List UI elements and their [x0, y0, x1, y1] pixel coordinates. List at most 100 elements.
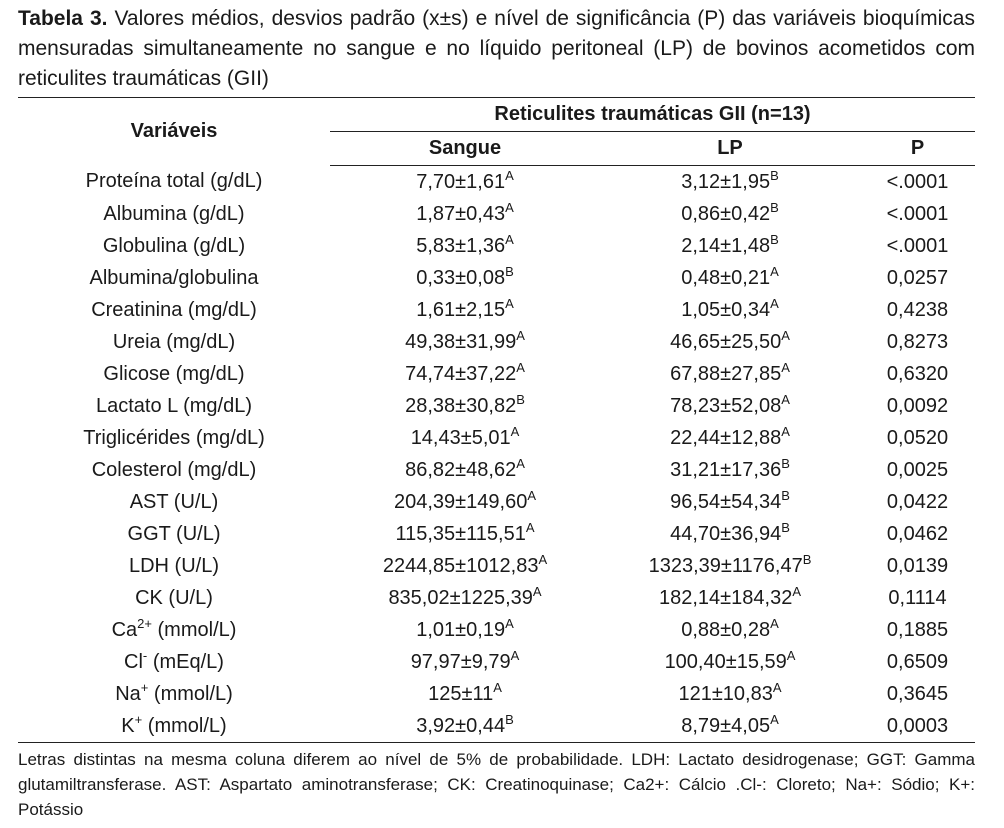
- variable-cell: Albumina/globulina: [18, 262, 330, 294]
- variable-cell: Lactato L (mg/dL): [18, 390, 330, 422]
- sangue-cell: 125±11A: [330, 678, 600, 710]
- row: Na+ (mmol/L) 125±11A 121±10,83A 0,3645: [18, 678, 975, 710]
- sangue-letter: A: [516, 455, 525, 471]
- row: AST (U/L) 204,39±149,60A 96,54±54,34B 0,042…: [18, 486, 975, 518]
- variable-cell: Globulina (g/dL): [18, 230, 330, 262]
- sangue-letter: A: [505, 295, 514, 311]
- sangue-value: 7,70±1,61: [416, 170, 506, 193]
- p-value: 0,8273: [886, 330, 949, 353]
- sangue-cell: 14,43±5,01A: [330, 422, 600, 454]
- lp-cell: 182,14±184,32A: [600, 582, 860, 614]
- lp-letter: A: [770, 263, 779, 279]
- sangue-letter: A: [538, 551, 548, 567]
- row: Proteína total (g/dL) 7,70±1,61A 3,12±1,95…: [18, 166, 975, 199]
- sangue-letter: A: [510, 423, 520, 439]
- variable-cell: Ca2+ (mmol/L): [18, 614, 330, 646]
- p-value: 0,0257: [886, 266, 949, 289]
- row: Colesterol (mg/dL) 86,82±48,62A 31,21±17,3…: [18, 454, 975, 486]
- sangue-value: 5,83±1,36: [416, 234, 506, 257]
- lp-value: 22,44±12,88: [670, 426, 782, 449]
- lp-cell: 121±10,83A: [600, 678, 860, 710]
- p-value: 0,0462: [886, 522, 949, 545]
- variable-superscript: 2+: [137, 615, 152, 631]
- variable: Triglicérides (mg/dL): [83, 426, 265, 449]
- sangue-value: 14,43±5,01: [410, 426, 511, 449]
- variable-unit: (mmol/L): [148, 682, 233, 705]
- header-group: Reticulites traumáticas GII (n=13): [330, 97, 975, 132]
- row: LDH (U/L) 2244,85±1012,83A 1323,39±1176,47…: [18, 550, 975, 582]
- variable-cell: GGT (U/L): [18, 518, 330, 550]
- sangue-value: 2244,85±1012,83: [382, 554, 539, 577]
- lp-cell: 22,44±12,88A: [600, 422, 860, 454]
- sangue-letter: B: [516, 391, 525, 407]
- p-value: 0,0139: [886, 554, 949, 577]
- sangue-cell: 49,38±31,99A: [330, 326, 600, 358]
- p-value: 0,1885: [886, 618, 949, 641]
- row: Ureia (mg/dL) 49,38±31,99A 46,65±25,50A 0,8…: [18, 326, 975, 358]
- lp-value: 121±10,83: [678, 682, 773, 705]
- sangue-cell: 5,83±1,36A: [330, 230, 600, 262]
- variable: Albumina/globulina: [89, 266, 259, 289]
- sangue-letter: A: [505, 199, 514, 215]
- lp-letter: A: [781, 423, 790, 439]
- sangue-cell: 1,61±2,15A: [330, 294, 600, 326]
- caption-text: Valores médios, desvios padrão (x±s) e n…: [18, 7, 975, 90]
- p-value: 0,3645: [886, 682, 949, 705]
- sangue-letter: A: [516, 359, 525, 375]
- sangue-letter: A: [527, 487, 536, 503]
- p-value: 0,6509: [886, 650, 949, 673]
- variable-base: Na: [115, 682, 141, 705]
- row: Creatinina (mg/dL) 1,61±2,15A 1,05±0,34A 0,…: [18, 294, 975, 326]
- variable-cell: Albumina (g/dL): [18, 198, 330, 230]
- sangue-cell: 0,33±0,08B: [330, 262, 600, 294]
- sangue-cell: 1,01±0,19A: [330, 614, 600, 646]
- lp-value: 0,86±0,42: [681, 202, 771, 225]
- variable: Globulina (g/dL): [102, 234, 246, 257]
- lp-value: 1323,39±1176,47: [648, 554, 803, 577]
- variable-cell: Triglicérides (mg/dL): [18, 422, 330, 454]
- header-variable: Variáveis: [130, 120, 218, 143]
- sangue-cell: 28,38±30,82B: [330, 390, 600, 422]
- variable-unit: (mmol/L): [151, 618, 237, 641]
- lp-cell: 0,48±0,21A: [600, 262, 860, 294]
- variable: CK (U/L): [135, 586, 213, 609]
- sangue-letter: A: [505, 167, 514, 183]
- sangue-cell: 835,02±1225,39A: [330, 582, 600, 614]
- sangue-value: 1,61±2,15: [416, 298, 506, 321]
- variable-base: Ca: [111, 618, 138, 641]
- lp-letter: B: [781, 519, 790, 535]
- sangue-letter: A: [510, 647, 520, 663]
- sangue-value: 49,38±31,99: [405, 330, 517, 353]
- variable-cell: K+ (mmol/L): [18, 710, 330, 743]
- row: Lactato L (mg/dL) 28,38±30,82B 78,23±52,08…: [18, 390, 975, 422]
- variable-cell: Na+ (mmol/L): [18, 678, 330, 710]
- lp-cell: 44,70±36,94B: [600, 518, 860, 550]
- variable: Colesterol (mg/dL): [91, 458, 257, 481]
- row: Triglicérides (mg/dL) 14,43±5,01A 22,44±12…: [18, 422, 975, 454]
- sangue-value: 204,39±149,60: [394, 490, 528, 513]
- lp-letter: A: [786, 647, 796, 663]
- variable-cell: Glicose (mg/dL): [18, 358, 330, 390]
- variable-unit: (mEq/L): [147, 650, 224, 673]
- lp-cell: 2,14±1,48B: [600, 230, 860, 262]
- variable-cell: CK (U/L): [18, 582, 330, 614]
- row: CK (U/L) 835,02±1225,39A 182,14±184,32A 0,1…: [18, 582, 975, 614]
- sangue-letter: A: [525, 519, 535, 535]
- sangue-letter: B: [505, 263, 514, 279]
- header-column: Sangue: [330, 131, 600, 166]
- lp-value: 2,14±1,48: [681, 234, 771, 257]
- p-value: <.0001: [886, 234, 949, 257]
- table-body: Proteína total (g/dL) 7,70±1,61A 3,12±1,95…: [18, 166, 975, 743]
- row: Cl- (mEq/L) 97,97±9,79A 100,40±15,59A 0,650…: [18, 646, 975, 678]
- lp-cell: 31,21±17,36B: [600, 454, 860, 486]
- sangue-cell: 1,87±0,43A: [330, 198, 600, 230]
- variable: Creatinina (mg/dL): [91, 298, 257, 321]
- p-value: 0,0003: [886, 714, 949, 737]
- lp-cell: 1,05±0,34A: [600, 294, 860, 326]
- variable-superscript: +: [134, 711, 143, 727]
- sangue-value: 97,97±9,79: [410, 650, 511, 673]
- variable-base: K: [121, 714, 135, 737]
- variable-cell: Colesterol (mg/dL): [18, 454, 330, 486]
- sangue-cell: 74,74±37,22A: [330, 358, 600, 390]
- p-value: <.0001: [886, 202, 949, 225]
